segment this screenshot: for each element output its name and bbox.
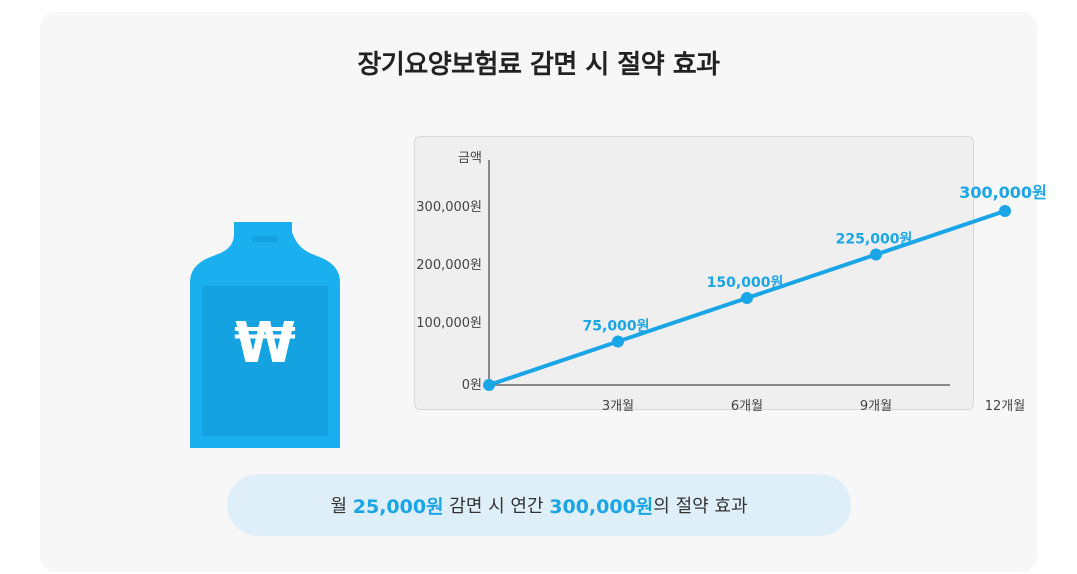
x-tick-label: 9개월 — [860, 399, 892, 414]
chart-panel — [414, 136, 974, 410]
data-point — [870, 248, 882, 261]
x-tick-label: 12개월 — [985, 399, 1025, 414]
data-point — [999, 205, 1011, 217]
won-symbol: ₩ — [234, 311, 296, 376]
y-tick-label: 0원 — [462, 378, 482, 393]
x-tick-label: 3개월 — [602, 399, 634, 414]
bag-panel — [202, 286, 328, 436]
data-point — [741, 292, 753, 304]
bag-knot — [252, 236, 278, 242]
summary-prefix: 월 — [330, 496, 353, 517]
summary-banner: 월 25,000원 감면 시 연간 300,000원 의 절약 효과 — [227, 474, 851, 536]
x-tick-label: 6개월 — [731, 399, 763, 414]
summary-annual-amount: 300,000원 — [549, 495, 654, 518]
summary-suffix: 의 절약 효과 — [653, 496, 748, 517]
data-point — [612, 335, 624, 348]
data-point — [483, 379, 495, 391]
y-tick-label: 300,000원 — [416, 200, 482, 215]
page-title: 장기요양보험료 감면 시 절약 효과 — [357, 50, 720, 80]
data-label: 75,000원 — [583, 319, 650, 335]
summary-middle: 감면 시 연간 — [443, 496, 550, 517]
data-label: 225,000원 — [836, 232, 913, 248]
y-axis-title: 금액 — [458, 151, 482, 166]
data-label: 150,000원 — [707, 275, 784, 291]
y-tick-label: 200,000원 — [416, 258, 482, 273]
summary-monthly-amount: 25,000원 — [352, 495, 444, 518]
y-tick-label: 100,000원 — [416, 316, 482, 331]
money-bag-icon: ₩ — [190, 222, 340, 448]
data-label: 300,000원 — [959, 183, 1047, 202]
